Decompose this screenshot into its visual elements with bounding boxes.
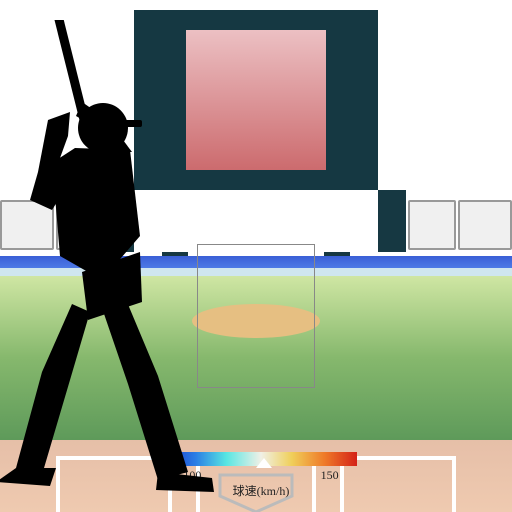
color-scale-tick: 150: [321, 468, 339, 483]
batter-silhouette: [0, 20, 270, 500]
pitch-chart-stage: 100 150 球速(km/h): [0, 0, 512, 512]
